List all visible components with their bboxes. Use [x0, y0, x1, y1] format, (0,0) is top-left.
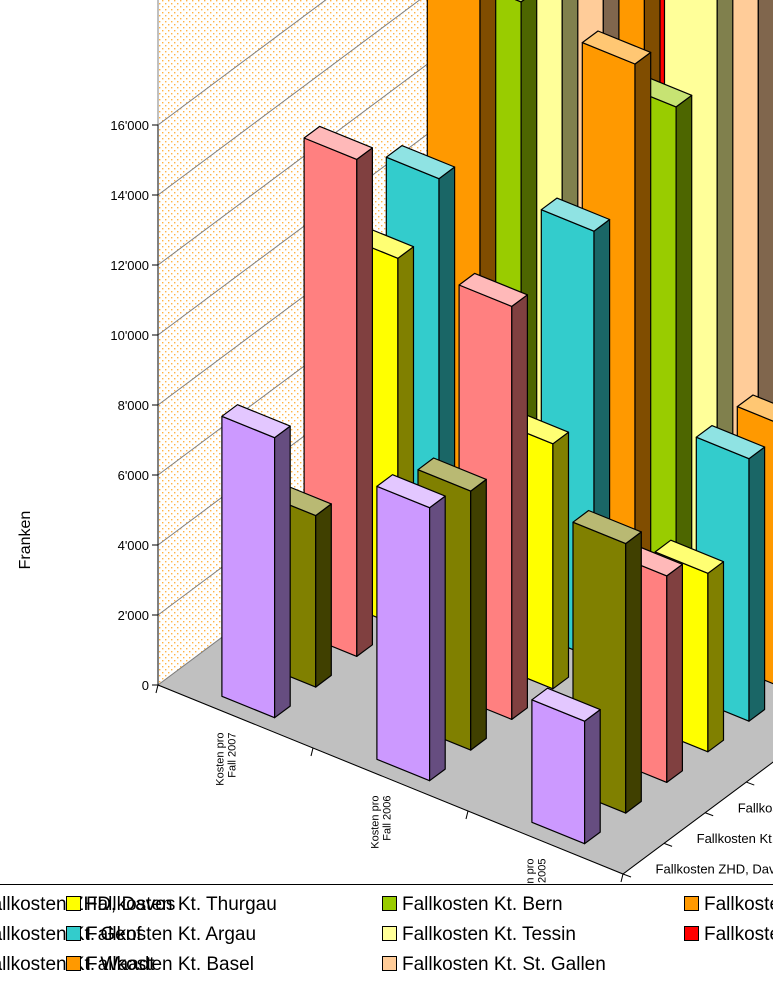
legend-item: Fallkosten Kt. Argau: [66, 921, 256, 949]
series-tick: [705, 812, 714, 817]
legend-swatch: [382, 896, 397, 911]
y-tick-label: 8'000: [118, 398, 149, 413]
legend-swatch: [66, 956, 81, 971]
series-tick: [746, 781, 755, 786]
legend-item: Fallkosten Kt. Bern: [382, 891, 563, 919]
y-tick-label: 12'000: [110, 258, 149, 273]
category-label: Kosten proFall 2006: [370, 796, 394, 849]
y-tick-label: 16'000: [110, 118, 149, 133]
category-label: Kosten proFall 2005: [525, 859, 549, 885]
series-tick: [622, 873, 632, 878]
y-tick-label: 10'000: [110, 328, 149, 343]
bar: [221, 404, 291, 719]
category-tick: [465, 810, 469, 820]
gridline: [157, 0, 327, 126]
legend: Fallkosten ZHD, DavosFallkosten Kt. Genf…: [0, 884, 773, 991]
series-axis-label: Fallkosten Kt. Genf: [697, 831, 773, 846]
category-tick: [310, 747, 314, 757]
legend-label: Fallkosten CH: [704, 924, 773, 945]
series-axis-label: Fallkosten Kt. Waadt: [738, 800, 773, 815]
legend-swatch: [684, 896, 699, 911]
legend-label: Fallkosten Kt. Argau: [86, 924, 257, 945]
y-tick-label: 2'000: [118, 608, 149, 623]
y-tick-label: 4'000: [118, 538, 149, 553]
legend-swatch: [684, 926, 699, 941]
series-tick: [663, 842, 673, 847]
y-tick-label: 14'000: [110, 188, 149, 203]
series-axis-line: [622, 761, 773, 875]
legend-label: Fallkosten Kt. St. Gallen: [402, 954, 606, 975]
category-axis-line: [157, 684, 624, 875]
legend-item: Fallkosten Kt. Thurgau: [66, 891, 277, 919]
bars-layer: [221, 0, 773, 845]
y-axis-title: Franken: [17, 511, 34, 570]
bar: [376, 474, 446, 782]
legend-swatch: [382, 926, 397, 941]
legend-swatch: [382, 956, 397, 971]
gridline: [157, 0, 421, 196]
legend-item: Fallkosten Kt. St. Gallen: [382, 951, 606, 979]
legend-label: Fallkosten ZHD, Davos: [0, 894, 176, 915]
category-tick: [155, 684, 159, 694]
axes-layer: 0 2'000 4'000 6'000 8'000 10'000 12'000 14'000 1…: [17, 118, 773, 884]
legend-item: Fallkosten Kt. Basel: [66, 951, 254, 979]
category-tick: [620, 873, 624, 883]
legend-label: Fallkosten Kt. Tessin: [402, 924, 576, 945]
legend-item: Fallkosten ZHD, Davos: [0, 891, 175, 919]
legend-item: Fallkosten Kt. Tessin: [382, 921, 576, 949]
legend-label: Fallkosten Kt. Zürich: [704, 894, 773, 915]
bar: [531, 687, 601, 845]
legend-swatch: [66, 896, 81, 911]
legend-label: Fallkosten Kt. Basel: [86, 954, 254, 975]
y-tick-label: 6'000: [118, 468, 149, 483]
chart-canvas: 0 2'000 4'000 6'000 8'000 10'000 12'000 14'000 1…: [17, 0, 773, 884]
legend-item: Fallkosten CH: [684, 921, 773, 949]
category-label: Kosten proFall 2007: [215, 733, 239, 786]
legend-item: Fallkosten Kt. Zürich: [684, 891, 773, 919]
series-axis-label: Fallkosten ZHD, Davos: [656, 862, 773, 877]
y-tick-label: 0: [142, 678, 149, 693]
legend-label: Fallkosten Kt. Thurgau: [86, 894, 277, 915]
legend-swatch: [66, 926, 81, 941]
legend-label: Fallkosten Kt. Bern: [402, 894, 563, 915]
